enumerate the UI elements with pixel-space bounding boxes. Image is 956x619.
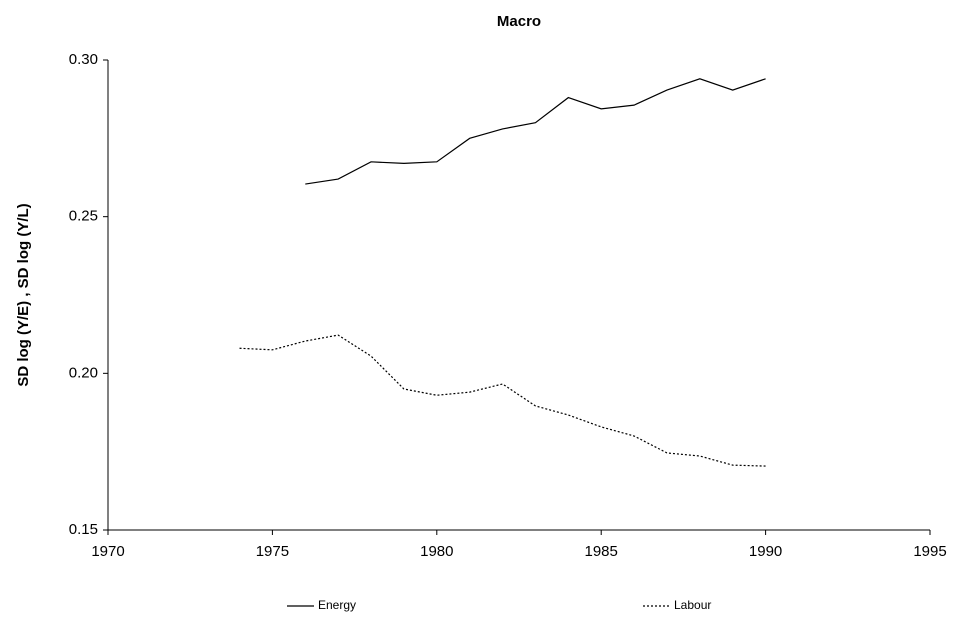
x-tick-label: 1980 <box>420 543 453 560</box>
y-tick-label: 0.15 <box>69 521 98 538</box>
data-line <box>239 334 766 467</box>
legend-label: Labour <box>674 598 711 612</box>
data-line <box>305 78 766 185</box>
legend-label: Energy <box>318 598 356 612</box>
chart-title: Macro <box>497 13 541 30</box>
x-tick-label: 1995 <box>913 543 946 560</box>
x-tick-label: 1985 <box>585 543 618 560</box>
y-tick-label: 0.30 <box>69 51 98 68</box>
x-tick-label: 1990 <box>749 543 782 560</box>
y-tick-label: 0.20 <box>69 364 98 381</box>
y-axis-label: SD log (Y/E) , SD log (Y/L) <box>15 203 32 386</box>
x-tick-label: 1970 <box>91 543 124 560</box>
y-tick-label: 0.25 <box>69 208 98 225</box>
x-tick-label: 1975 <box>256 543 289 560</box>
